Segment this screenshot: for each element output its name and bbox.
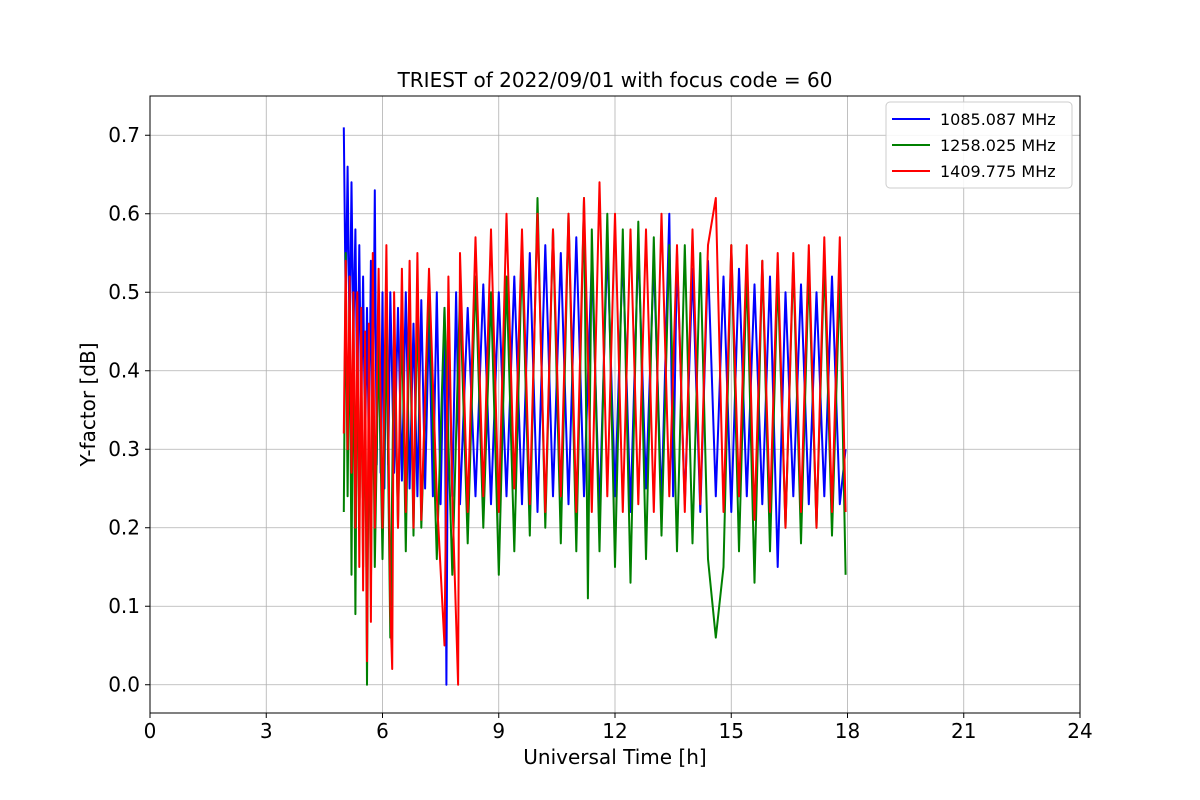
y-tick-label: 0.2 [108,516,140,540]
x-tick-label: 21 [951,719,976,743]
x-tick-label: 15 [719,719,744,743]
legend: 1085.087 MHz 1258.025 MHz 1409.775 MHz [885,101,1073,189]
x-tick-label: 3 [260,719,273,743]
x-axis-ticks: 0 3 6 9 12 15 18 21 24 [144,713,1093,743]
legend-label-1258: 1258.025 MHz [940,136,1056,155]
y-tick-label: 0.3 [108,437,140,461]
y-tick-label: 0.4 [108,359,140,383]
legend-label-1085: 1085.087 MHz [940,110,1056,129]
x-tick-label: 24 [1067,719,1092,743]
legend-label-1409: 1409.775 MHz [940,162,1056,181]
x-tick-label: 0 [144,719,157,743]
y-tick-label: 0.7 [108,123,140,147]
y-tick-label: 0.1 [108,594,140,618]
series-layer [342,127,847,686]
series-line-2 [342,181,847,686]
series-line-0 [342,127,847,686]
x-tick-label: 9 [492,719,505,743]
y-axis-ticks: 0.0 0.1 0.2 0.3 0.4 0.5 0.6 0.7 [108,123,150,697]
x-tick-label: 12 [602,719,627,743]
legend-box [885,101,1073,189]
chart-title: TRIEST of 2022/09/01 with focus code = 6… [397,68,833,92]
x-axis-label: Universal Time [h] [523,745,706,769]
y-tick-label: 0.6 [108,202,140,226]
y-axis-label: Y-factor [dB] [76,342,100,467]
y-tick-label: 0.5 [108,280,140,304]
x-tick-label: 18 [835,719,860,743]
y-tick-label: 0.0 [108,673,140,697]
x-tick-label: 6 [376,719,389,743]
